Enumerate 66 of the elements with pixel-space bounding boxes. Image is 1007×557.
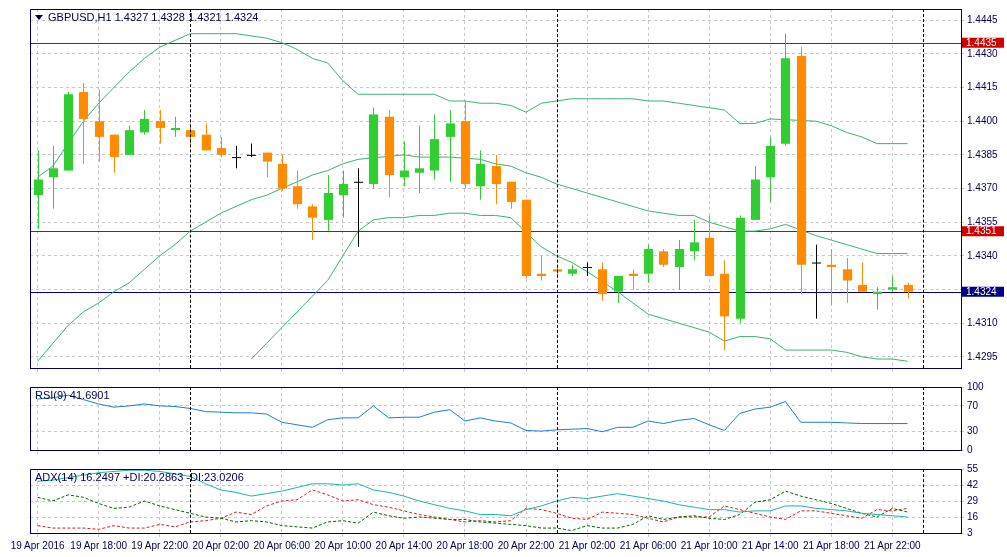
candlestick <box>857 262 868 293</box>
y-tick-label: 42 <box>967 478 979 490</box>
candlestick <box>231 145 242 169</box>
candlestick <box>262 152 273 178</box>
x-tick-label: 19 Apr 2016 <box>10 539 66 551</box>
y-tick-label: 0 <box>967 443 973 455</box>
y-tick-label: 29 <box>967 494 979 506</box>
candlestick <box>613 275 624 304</box>
candlestick <box>292 170 303 210</box>
x-tick-label: 20 Apr 02:00 <box>192 539 250 551</box>
y-tick-label: 1.4445 <box>967 13 999 25</box>
x-tick-label: 21 Apr 14:00 <box>741 539 800 551</box>
y-tick-label: 1.4385 <box>967 148 999 160</box>
y-tick-label: 55 <box>967 462 979 474</box>
y-tick-label: 100 <box>967 380 985 392</box>
y-tick-label: 1.4370 <box>967 182 999 194</box>
candlestick <box>155 109 166 145</box>
candlestick <box>139 109 150 136</box>
candlestick <box>48 145 59 210</box>
x-tick-label: 20 Apr 06:00 <box>253 539 311 551</box>
y-tick-label: 1.4340 <box>967 249 999 261</box>
candlestick <box>582 262 593 277</box>
candlestick <box>475 149 486 201</box>
candlestick <box>674 239 685 290</box>
x-tick-label: 19 Apr 18:00 <box>70 539 128 551</box>
y-tick-label: 1.4310 <box>967 316 999 328</box>
x-tick-label: 21 Apr 06:00 <box>619 539 677 551</box>
candlestick <box>307 203 318 241</box>
candlestick <box>246 143 257 158</box>
y-tick-label: 3 <box>967 526 973 538</box>
x-tick-label: 20 Apr 22:00 <box>497 539 555 551</box>
x-tick-label: 20 Apr 18:00 <box>436 539 494 551</box>
y-tick-label: 1.4400 <box>967 114 999 126</box>
chart-title: GBPUSD,H1 1.4327 1.4328 1.4321 1.4324 <box>48 11 259 23</box>
candlestick <box>445 109 456 183</box>
x-tick-label: 21 Apr 02:00 <box>558 539 616 551</box>
ref-line-label: 1.4324 <box>966 285 998 297</box>
ref-line-label: 1.4351 <box>966 225 998 237</box>
candlestick <box>201 122 212 151</box>
x-tick-label: 20 Apr 10:00 <box>314 539 372 551</box>
y-tick-label: 30 <box>967 424 979 436</box>
x-tick-label: 21 Apr 22:00 <box>863 539 922 551</box>
y-tick-label: 1.4415 <box>967 81 999 93</box>
y-tick-label: 16 <box>967 510 979 522</box>
candlestick <box>811 244 822 320</box>
ref-line-label: 1.4435 <box>966 36 998 48</box>
candlestick <box>842 257 853 304</box>
candlestick <box>689 219 700 261</box>
x-tick-label: 21 Apr 10:00 <box>680 539 738 551</box>
chart-title: RSI(9) 41.6901 <box>35 389 110 401</box>
candlestick <box>353 167 364 248</box>
candlestick <box>33 149 44 230</box>
candlestick <box>506 181 517 210</box>
y-tick-label: 1.4295 <box>967 350 999 362</box>
candlestick <box>94 89 105 163</box>
x-tick-label: 21 Apr 18:00 <box>802 539 861 551</box>
candlestick <box>338 170 349 219</box>
y-tick-label: 1.4430 <box>967 47 999 59</box>
y-tick-label: 1.4355 <box>967 215 999 227</box>
x-tick-label: 19 Apr 22:00 <box>131 539 189 551</box>
candlestick <box>491 154 502 205</box>
candlestick <box>109 134 120 174</box>
candlestick <box>414 125 425 194</box>
y-tick-label: 70 <box>967 399 979 411</box>
x-tick-label: 20 Apr 14:00 <box>375 539 433 551</box>
candlestick <box>216 136 227 158</box>
